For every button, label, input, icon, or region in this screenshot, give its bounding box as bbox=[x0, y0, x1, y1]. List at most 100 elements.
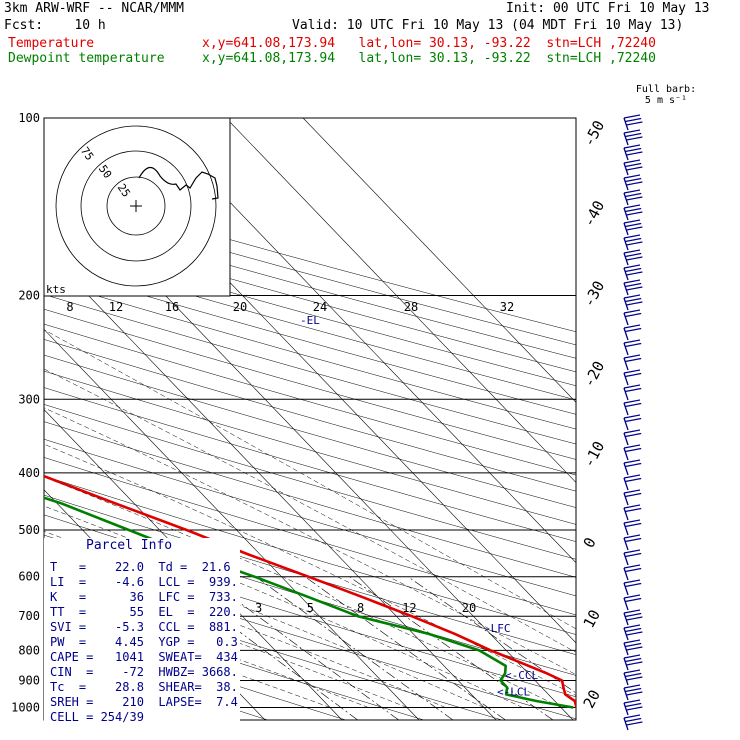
temperature-legend: Temperature bbox=[8, 36, 95, 51]
wind-barb-flag bbox=[625, 417, 642, 423]
level-annotation: -EL bbox=[300, 314, 320, 327]
wind-barb-flag bbox=[625, 582, 642, 588]
wind-barb-flag bbox=[625, 357, 642, 363]
wind-barb-flag bbox=[626, 631, 643, 636]
hodograph-ring bbox=[80, 150, 192, 262]
wind-barb-shaft bbox=[623, 372, 629, 386]
hodograph-box bbox=[43, 117, 231, 297]
mixing-ratio-line bbox=[204, 576, 399, 720]
wind-barb-flag bbox=[623, 594, 641, 599]
wind-barb-shaft bbox=[623, 567, 629, 581]
wind-barb-shaft bbox=[623, 207, 629, 221]
wind-barb-shaft bbox=[623, 612, 629, 626]
wind-barb-flag bbox=[623, 144, 641, 149]
parcel-row: LI = -4.6 LCL = 939. bbox=[50, 575, 238, 589]
parcel-row: CIN = -72 HWBZ= 3668. bbox=[50, 665, 238, 679]
moist-adiabat-line bbox=[44, 531, 485, 708]
wind-barb-shaft bbox=[623, 492, 629, 506]
wind-barb-shaft bbox=[623, 642, 629, 656]
model-title: 3km ARW-WRF -- NCAR/MMM bbox=[4, 1, 185, 16]
wind-barb-shaft bbox=[623, 132, 629, 146]
wind-barb bbox=[623, 444, 642, 461]
wind-barb-flag bbox=[623, 564, 641, 569]
temperature-axis-label: -10 bbox=[580, 438, 609, 470]
mixing-ratio-line bbox=[304, 576, 506, 720]
mixing-ratio-label: 5 bbox=[307, 601, 314, 615]
temperature-axis-label: -20 bbox=[580, 358, 609, 390]
wind-barb-flag bbox=[625, 552, 642, 558]
wind-barb-shaft bbox=[623, 252, 629, 266]
wind-barb bbox=[623, 519, 642, 536]
wind-barb-flag bbox=[623, 324, 641, 329]
wind-barb-flag bbox=[623, 714, 641, 719]
wind-barb-flag bbox=[625, 492, 642, 498]
wind-barb-shaft bbox=[623, 387, 629, 401]
wind-barb-shaft bbox=[623, 312, 629, 326]
hodograph-ring-label: 25 bbox=[115, 181, 133, 199]
pressure-label: 100 bbox=[18, 111, 40, 125]
dry-adiabat-line bbox=[44, 457, 576, 616]
wind-barb-shaft bbox=[623, 297, 629, 311]
parcel-row: PW = 4.45 YGP = 0.3 bbox=[50, 635, 238, 649]
wind-barb bbox=[623, 369, 642, 386]
wind-barb-flag bbox=[626, 301, 643, 306]
wind-barbs: Full barb:5 m s⁻¹ bbox=[623, 84, 696, 731]
wind-barb-flag bbox=[626, 691, 643, 696]
parcel-info-panel: Parcel Info T = 22.0 Td = 21.6 LI = -4.6… bbox=[44, 538, 240, 728]
wind-barb-flag bbox=[625, 522, 642, 528]
wind-barb bbox=[623, 714, 643, 731]
wind-barb bbox=[623, 129, 643, 146]
wind-barb-flag bbox=[625, 237, 642, 243]
wind-barb-flag bbox=[623, 309, 641, 314]
wind-barb-flag bbox=[626, 211, 643, 216]
dry-adiabat-line bbox=[44, 323, 576, 476]
wind-barb-flag bbox=[623, 369, 641, 374]
wind-barb-flag bbox=[626, 721, 643, 726]
wind-barb-flag bbox=[623, 444, 641, 449]
wind-barb-flag bbox=[623, 489, 641, 494]
speed-scale-label: 24 bbox=[313, 300, 327, 314]
wind-barb-flag bbox=[623, 609, 641, 614]
wind-barb-flag bbox=[623, 264, 641, 269]
parcel-row: T = 22.0 Td = 21.6 bbox=[50, 560, 231, 574]
speed-scale-label: 12 bbox=[109, 300, 123, 314]
wind-barb bbox=[623, 294, 643, 311]
wind-barb-shaft bbox=[623, 222, 629, 236]
parcel-row: SVI = -5.3 CCL = 881. bbox=[50, 620, 238, 634]
pressure-label: 600 bbox=[18, 570, 40, 584]
wind-barb-flag bbox=[623, 519, 641, 524]
wind-barb-flag bbox=[623, 459, 641, 464]
mixing-ratio-label: 12 bbox=[402, 601, 416, 615]
temperature-axis-label: -40 bbox=[580, 198, 609, 230]
wind-barb-flag bbox=[625, 672, 642, 678]
hodograph-trace bbox=[138, 166, 219, 200]
wind-barb bbox=[623, 534, 642, 551]
wind-barb-flag bbox=[625, 717, 642, 723]
wind-barb-flag bbox=[626, 286, 643, 291]
wind-barb-shaft bbox=[623, 582, 629, 596]
wind-barb-flag bbox=[625, 597, 642, 603]
wind-barb-flag bbox=[625, 132, 642, 138]
wind-barb-shaft bbox=[623, 537, 629, 551]
wind-barb-flag bbox=[625, 537, 642, 543]
wind-barb-flag bbox=[623, 474, 641, 479]
mixing-ratio-label: 20 bbox=[462, 601, 476, 615]
wind-barb-flag bbox=[625, 642, 642, 648]
wind-barb-flag bbox=[625, 192, 642, 198]
wind-barb bbox=[623, 414, 642, 431]
wind-barb-flag bbox=[626, 271, 643, 276]
mixing-ratio-line bbox=[255, 576, 454, 720]
parcel-row: Tc = 28.8 SHEAR= 38. bbox=[50, 680, 238, 694]
dry-adiabat-line bbox=[44, 339, 576, 492]
wind-barb-flag bbox=[623, 549, 641, 554]
wind-barb-flag bbox=[623, 669, 641, 674]
wind-barb-flag bbox=[625, 372, 642, 378]
wind-barb bbox=[623, 429, 642, 446]
wind-barb-shaft bbox=[623, 432, 629, 446]
wind-barb-shaft bbox=[623, 462, 629, 476]
wind-barb bbox=[623, 324, 642, 341]
wind-barb bbox=[623, 264, 643, 281]
moist-adiabat-line bbox=[44, 443, 576, 696]
wind-barb-flag bbox=[626, 121, 643, 126]
